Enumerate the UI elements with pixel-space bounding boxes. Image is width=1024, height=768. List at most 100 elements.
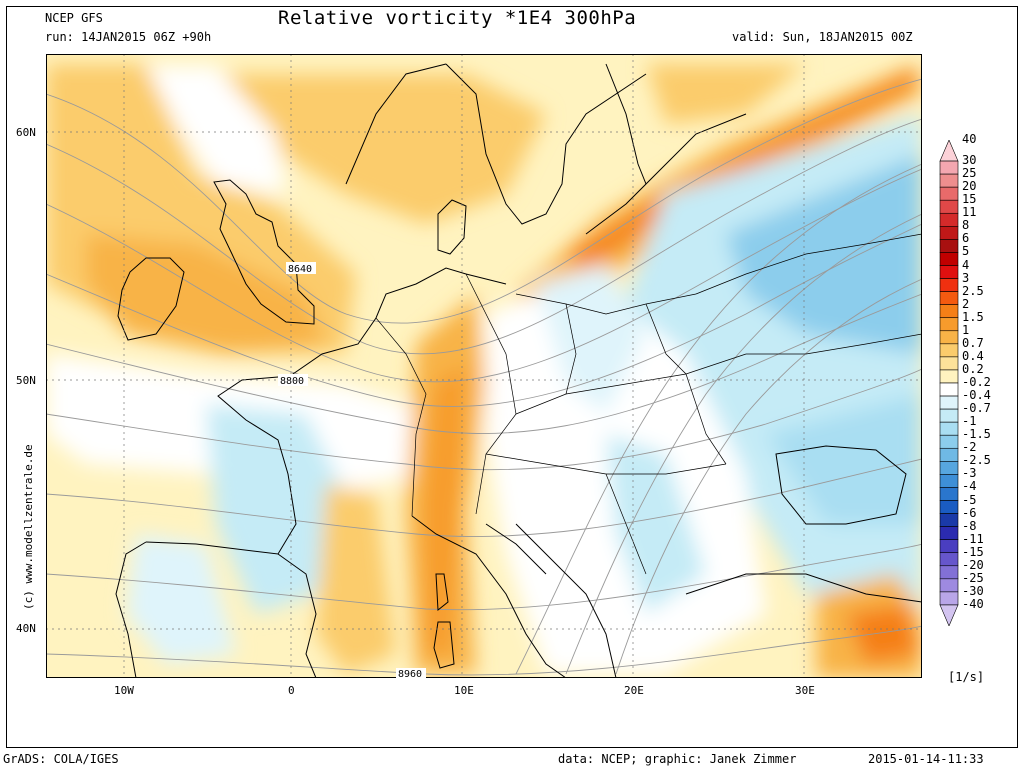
colorbar bbox=[939, 140, 959, 626]
colorbar-level-label: 0.4 bbox=[962, 348, 984, 363]
colorbar-level-label: -4 bbox=[962, 479, 977, 494]
colorbar-swatch bbox=[939, 552, 959, 567]
colorbar-labels: 40 30 25 20 15 11 8 6 5 4 3 2.5 2 1.5 1 0.7 0.4 0.2 -0.2 -0… bbox=[962, 133, 1018, 626]
colorbar-level-label: 4 bbox=[962, 257, 970, 272]
colorbar-swatch bbox=[939, 265, 959, 279]
lon-label: 0 bbox=[288, 684, 295, 697]
colorbar-level-label: -0.7 bbox=[962, 401, 991, 416]
colorbar-level-label: -25 bbox=[962, 570, 984, 585]
colorbar-level-label: -2.5 bbox=[962, 453, 991, 468]
colorbar-swatch bbox=[939, 487, 959, 501]
country-borders bbox=[375, 233, 922, 575]
colorbar-swatch bbox=[939, 447, 959, 462]
colorbar-level-label: 11 bbox=[962, 205, 977, 220]
lat-lon-grid bbox=[46, 54, 922, 678]
coastlines bbox=[115, 63, 922, 678]
lat-label: 60N bbox=[16, 126, 36, 139]
colorbar-level-label: -15 bbox=[962, 544, 984, 559]
colorbar-level-label: 2.5 bbox=[962, 283, 984, 298]
colorbar-swatch bbox=[939, 434, 959, 449]
contour-label: 8960 bbox=[398, 669, 422, 678]
colorbar-swatch bbox=[939, 565, 959, 580]
colorbar-swatch bbox=[939, 239, 959, 253]
colorbar-level-label: 2 bbox=[962, 296, 970, 311]
colorbar-swatch bbox=[939, 226, 959, 240]
colorbar-swatch bbox=[939, 291, 959, 305]
colorbar-level-label: -20 bbox=[962, 557, 984, 572]
colorbar-level-label: -5 bbox=[962, 492, 977, 507]
colorbar-level-label: -3 bbox=[962, 466, 977, 481]
lon-label: 30E bbox=[795, 684, 815, 697]
lon-label: 10E bbox=[454, 684, 474, 697]
colorbar-swatch bbox=[939, 513, 959, 527]
colorbar-level-label: 30 bbox=[962, 153, 977, 168]
colorbar-level-label: -11 bbox=[962, 531, 984, 546]
footer-software: GrADS: COLA/IGES bbox=[3, 752, 119, 766]
height-contours bbox=[46, 78, 922, 676]
colorbar-swatch bbox=[939, 186, 959, 201]
colorbar-level-label: 5 bbox=[962, 244, 970, 259]
map-border bbox=[46, 54, 922, 678]
vorticity-shading bbox=[46, 64, 922, 678]
vorticity-map: 8640 8800 8960 bbox=[46, 54, 922, 678]
lon-label: 10W bbox=[114, 684, 134, 697]
colorbar-swatch bbox=[939, 500, 959, 514]
contour-label: 8640 bbox=[288, 264, 312, 275]
watermark: (c) www.modellzentrale.de bbox=[22, 444, 35, 610]
colorbar-swatch bbox=[939, 461, 959, 475]
colorbar-swatch bbox=[939, 199, 959, 214]
colorbar-swatch bbox=[939, 330, 959, 345]
colorbar-swatch bbox=[939, 278, 959, 292]
colorbar-swatch bbox=[939, 252, 959, 266]
colorbar-level-label: -1.5 bbox=[962, 427, 991, 442]
colorbar-level-label: 20 bbox=[962, 179, 977, 194]
unit-label: [1/s] bbox=[948, 670, 985, 684]
colorbar-swatch bbox=[939, 173, 959, 188]
colorbar-level-label: 1 bbox=[962, 322, 970, 337]
colorbar-swatch bbox=[939, 382, 959, 397]
colorbar-level-label: 6 bbox=[962, 231, 970, 246]
colorbar-level-label: -0.4 bbox=[962, 388, 991, 403]
colorbar-swatch bbox=[939, 395, 959, 410]
colorbar-level-label: 3 bbox=[962, 270, 970, 285]
colorbar-swatch bbox=[939, 578, 959, 593]
colorbar-swatch bbox=[939, 212, 959, 227]
colorbar-swatch bbox=[939, 421, 959, 436]
colorbar-level-label: -1 bbox=[962, 414, 977, 429]
colorbar-swatch bbox=[939, 408, 959, 423]
colorbar-level-label: -2 bbox=[962, 440, 977, 455]
colorbar-swatch bbox=[939, 526, 959, 540]
colorbar-level-label: 25 bbox=[962, 166, 977, 181]
colorbar-level-label: -30 bbox=[962, 583, 984, 598]
valid-label: valid: Sun, 18JAN2015 00Z bbox=[732, 30, 913, 44]
colorbar-swatch bbox=[939, 343, 959, 358]
map-title: Relative vorticity *1E4 300hPa bbox=[278, 7, 637, 29]
colorbar-swatch bbox=[939, 474, 959, 488]
footer-credit: data: NCEP; graphic: Janek Zimmer bbox=[558, 752, 797, 766]
colorbar-level-label: 40 bbox=[962, 132, 977, 146]
lat-label: 50N bbox=[16, 374, 36, 387]
colorbar-swatch bbox=[939, 369, 959, 384]
colorbar-swatch bbox=[939, 591, 959, 606]
colorbar-level-label: 15 bbox=[962, 192, 977, 207]
contour-label: 8800 bbox=[280, 376, 304, 387]
colorbar-level-label: -8 bbox=[962, 518, 977, 533]
outer-frame bbox=[6, 6, 1018, 748]
colorbar-swatch bbox=[939, 304, 959, 319]
colorbar-swatch bbox=[939, 356, 959, 371]
colorbar-level-label: -40 bbox=[962, 596, 984, 611]
colorbar-swatch bbox=[939, 317, 959, 332]
run-label: run: 14JAN2015 06Z +90h bbox=[45, 30, 212, 44]
colorbar-level-label: -6 bbox=[962, 505, 977, 520]
colorbar-level-label: 1.5 bbox=[962, 309, 984, 324]
colorbar-level-label: 0.2 bbox=[962, 361, 984, 376]
colorbar-swatch bbox=[939, 604, 959, 626]
colorbar-swatch bbox=[939, 140, 959, 162]
colorbar-level-label: 8 bbox=[962, 218, 970, 233]
footer-timestamp: 2015-01-14-11:33 bbox=[868, 752, 984, 766]
colorbar-level-label: -0.2 bbox=[962, 375, 991, 389]
colorbar-swatch bbox=[939, 160, 959, 175]
colorbar-swatch bbox=[939, 539, 959, 554]
lon-label: 20E bbox=[624, 684, 644, 697]
colorbar-level-label: 0.7 bbox=[962, 335, 984, 350]
